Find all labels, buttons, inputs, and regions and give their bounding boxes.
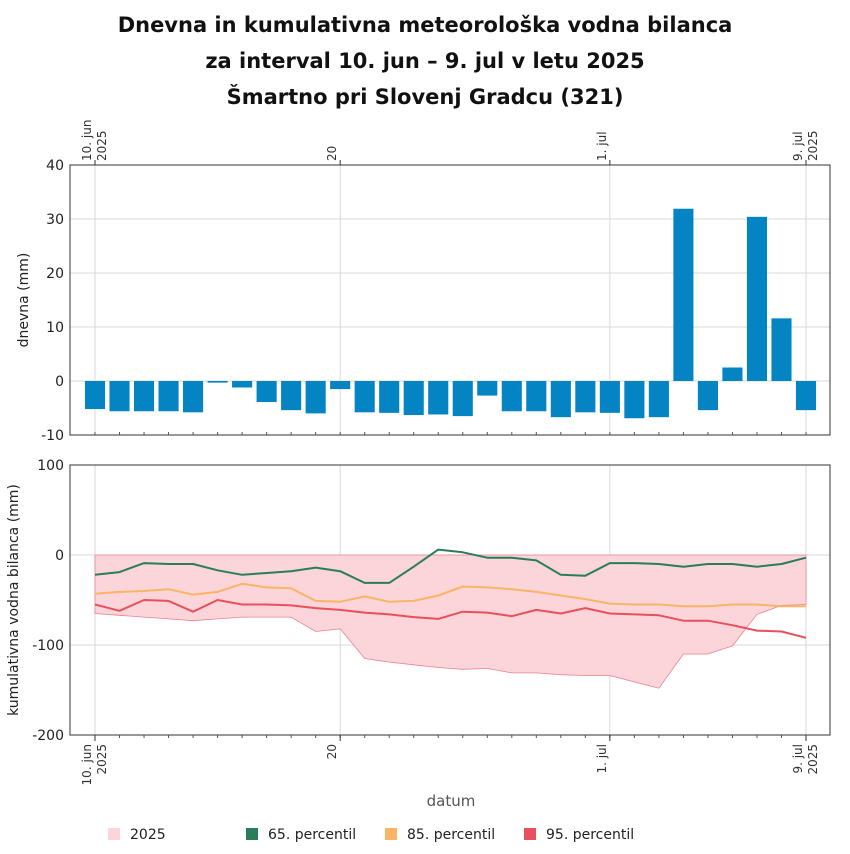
legend-item: 95. percentil bbox=[524, 827, 634, 843]
daily-bar bbox=[281, 381, 302, 411]
chart-title: Dnevna in kumulativna meteorološka vodna… bbox=[118, 13, 733, 109]
legend-label: 85. percentil bbox=[407, 827, 495, 843]
top-x-tick-label: 2025 bbox=[95, 130, 109, 161]
daily-bar bbox=[697, 381, 718, 411]
legend-item: 2025 bbox=[108, 827, 166, 843]
daily-bar bbox=[354, 381, 375, 413]
daily-bar bbox=[158, 381, 179, 412]
top-x-tick-label: 20 bbox=[325, 146, 339, 161]
daily-bar bbox=[452, 381, 473, 417]
legend-item: 65. percentil bbox=[246, 827, 356, 843]
legend-swatch bbox=[246, 828, 258, 840]
daily-bar bbox=[403, 381, 424, 416]
bottom-x-tick-label: 20 bbox=[325, 744, 339, 759]
chart-title-line-1: Dnevna in kumulativna meteorološka vodna… bbox=[118, 13, 733, 37]
chart-title-line-2: za interval 10. jun – 9. jul v letu 2025 bbox=[205, 49, 644, 73]
series-line-2 bbox=[94, 582, 806, 608]
daily-frame bbox=[69, 164, 831, 436]
daily-bar bbox=[673, 208, 694, 381]
daily-y-tick-label: 0 bbox=[55, 374, 64, 390]
x-axis-label: datum bbox=[427, 792, 476, 810]
daily-bar bbox=[795, 381, 817, 411]
daily-bar bbox=[722, 367, 743, 381]
daily-bar bbox=[84, 381, 106, 410]
daily-y-tick-label: 10 bbox=[46, 320, 64, 336]
legend-label: 2025 bbox=[130, 827, 166, 843]
daily-bar bbox=[305, 381, 326, 414]
daily-bar bbox=[771, 318, 792, 381]
cumulative-y-axis-label: kumulativna vodna bilanca (mm) bbox=[6, 484, 22, 716]
bottom-x-tick-label: 1. jul bbox=[595, 744, 609, 774]
cumulative-y-tick-label: -200 bbox=[32, 728, 64, 744]
bottom-x-tick-label: 9. jul bbox=[791, 744, 805, 774]
daily-bar bbox=[477, 381, 498, 396]
legend-label: 95. percentil bbox=[546, 827, 634, 843]
daily-bar bbox=[256, 381, 277, 403]
cumulative-y-tick-label: 100 bbox=[37, 458, 64, 474]
series-line-1 bbox=[94, 548, 807, 584]
legend-swatch bbox=[524, 828, 536, 840]
legend-swatch bbox=[385, 828, 397, 840]
daily-bar bbox=[133, 381, 155, 412]
series-line-3 bbox=[94, 599, 807, 639]
cumulative-y-tick-label: -100 bbox=[32, 638, 64, 654]
daily-y-tick-label: 20 bbox=[46, 266, 64, 282]
legend-swatch bbox=[108, 828, 120, 840]
top-x-tick-label: 10. jun bbox=[80, 120, 94, 161]
legend-label: 65. percentil bbox=[268, 827, 356, 843]
daily-y-tick-label: 30 bbox=[46, 212, 64, 228]
daily-bar bbox=[330, 381, 351, 390]
daily-y-tick-label: 40 bbox=[46, 158, 64, 174]
bottom-x-tick-label: 2025 bbox=[806, 744, 820, 775]
daily-bar bbox=[746, 216, 768, 381]
top-x-tick-label: 2025 bbox=[806, 130, 820, 161]
daily-y-axis-label: dnevna (mm) bbox=[16, 253, 32, 348]
daily-bar bbox=[501, 381, 522, 412]
daily-bar bbox=[550, 381, 571, 418]
bottom-x-tick-label: 10. jun bbox=[80, 744, 94, 785]
daily-bar bbox=[183, 381, 204, 413]
daily-bar bbox=[648, 381, 669, 418]
legend: 2025 65. percentil 85. percentil 95. percen… bbox=[108, 827, 634, 843]
cumulative-y-tick-label: 0 bbox=[55, 548, 64, 564]
daily-bar bbox=[526, 381, 547, 412]
chart-title-line-3: Šmartno pri Slovenj Gradcu (321) bbox=[227, 84, 624, 109]
daily-bar bbox=[599, 381, 620, 413]
daily-y-tick-label: -10 bbox=[41, 428, 64, 444]
daily-bar bbox=[109, 381, 130, 412]
daily-bar bbox=[379, 381, 400, 413]
top-x-tick-label: 1. jul bbox=[595, 131, 609, 161]
top-x-tick-label: 9. jul bbox=[791, 131, 805, 161]
daily-bar bbox=[428, 381, 449, 415]
cumulative-frame bbox=[69, 464, 831, 736]
daily-bar bbox=[207, 381, 228, 383]
daily-bar bbox=[232, 381, 253, 388]
daily-bar bbox=[575, 381, 596, 413]
bottom-x-tick-label: 2025 bbox=[95, 744, 109, 775]
daily-bar bbox=[624, 381, 645, 419]
legend-item: 85. percentil bbox=[385, 827, 495, 843]
